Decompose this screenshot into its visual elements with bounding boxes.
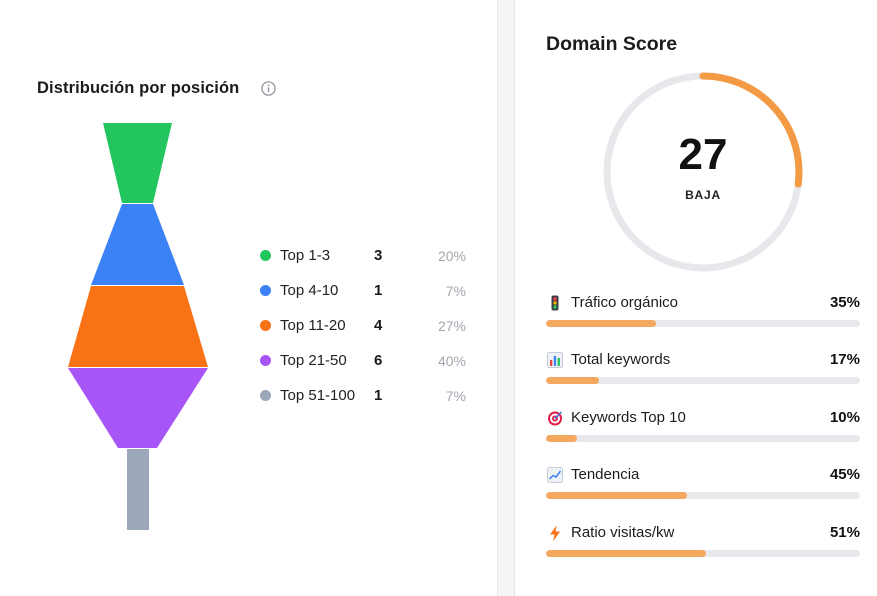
metric-bar-track xyxy=(546,377,860,384)
legend-percent: 40% xyxy=(437,352,466,369)
metric-bar-track xyxy=(546,492,860,499)
position-funnel-chart xyxy=(68,123,208,530)
legend-row: Top 51-100 1 7% xyxy=(258,378,478,413)
metric-label: Tráfico orgánico xyxy=(571,294,678,311)
legend-dot xyxy=(260,320,271,331)
legend-row: Top 1-3 3 20% xyxy=(258,238,478,273)
domain-score-rating: BAJA xyxy=(685,188,721,202)
domain-score-title: Domain Score xyxy=(546,33,678,55)
bar-chart-icon xyxy=(546,351,564,369)
metric-percent: 35% xyxy=(829,294,860,311)
legend-row: Top 21-50 6 40% xyxy=(258,343,478,378)
domain-score-panel: Domain Score 27 BAJA Tráfico orgánico 35… xyxy=(515,0,877,596)
metric-bar-track xyxy=(546,435,860,442)
legend-dot xyxy=(260,355,271,366)
metric-label: Ratio visitas/kw xyxy=(571,524,675,541)
metric-keywords-top-10: Keywords Top 10 10% xyxy=(546,409,860,457)
traffic-light-icon xyxy=(546,294,564,312)
metric-percent: 17% xyxy=(829,351,860,368)
metric-bar-fill xyxy=(546,320,656,327)
metric-bar-fill xyxy=(546,377,600,384)
funnel-segment-top-4-10 xyxy=(91,204,184,285)
metric-bar-track xyxy=(546,550,860,557)
gauge-progress xyxy=(603,72,803,272)
metric-bar-fill xyxy=(546,435,578,442)
legend-label: Top 4-10 xyxy=(280,282,339,299)
funnel-segment-top-21-50 xyxy=(68,368,208,448)
target-icon xyxy=(546,409,564,427)
legend-dot xyxy=(260,250,271,261)
metric-bar-fill xyxy=(546,550,707,557)
metric-percent: 45% xyxy=(829,466,860,483)
legend-count: 1 xyxy=(374,387,383,404)
legend-count: 3 xyxy=(374,247,383,264)
metric-label: Total keywords xyxy=(571,351,671,368)
funnel-segment-top-51-100 xyxy=(127,449,149,530)
info-circle-icon[interactable] xyxy=(261,81,276,96)
legend-label: Top 51-100 xyxy=(280,387,356,404)
funnel-segment-top-1-3 xyxy=(103,123,172,203)
metric-organic-traffic: Tráfico orgánico 35% xyxy=(546,294,860,342)
position-distribution-panel: Distribución por posición Top 1-3 3 20% Top… xyxy=(37,79,478,530)
legend-label: Top 21-50 xyxy=(280,352,347,369)
legend-percent: 7% xyxy=(445,387,466,404)
domain-score-gauge xyxy=(603,72,803,272)
metric-percent: 51% xyxy=(829,524,860,541)
legend-row: Top 11-20 4 27% xyxy=(258,308,478,343)
metric-total-keywords: Total keywords 17% xyxy=(546,351,860,399)
legend-label: Top 11-20 xyxy=(280,317,346,334)
metric-visits-per-keyword: Ratio visitas/kw 51% xyxy=(546,524,860,572)
metric-bar-track xyxy=(546,320,860,327)
panel-divider xyxy=(497,0,515,596)
metric-trend: Tendencia 45% xyxy=(546,466,860,514)
lightning-icon xyxy=(546,524,564,542)
metric-label: Tendencia xyxy=(571,466,640,483)
legend-count: 6 xyxy=(374,352,383,369)
metric-bar-fill xyxy=(546,492,688,499)
funnel-segment-top-11-20 xyxy=(68,286,208,367)
legend-label: Top 1-3 xyxy=(280,247,331,264)
distribution-title: Distribución por posición xyxy=(37,79,240,97)
legend-percent: 7% xyxy=(445,282,466,299)
metric-percent: 10% xyxy=(829,409,860,426)
legend-count: 1 xyxy=(374,282,383,299)
legend-percent: 20% xyxy=(437,247,466,264)
legend-dot xyxy=(260,390,271,401)
legend-count: 4 xyxy=(374,317,383,334)
legend-dot xyxy=(260,285,271,296)
trend-chart-icon xyxy=(546,466,564,484)
domain-score-value: 27 xyxy=(678,130,728,179)
legend-row: Top 4-10 1 7% xyxy=(258,273,478,308)
metric-label: Keywords Top 10 xyxy=(571,409,686,426)
legend-percent: 27% xyxy=(437,317,466,334)
